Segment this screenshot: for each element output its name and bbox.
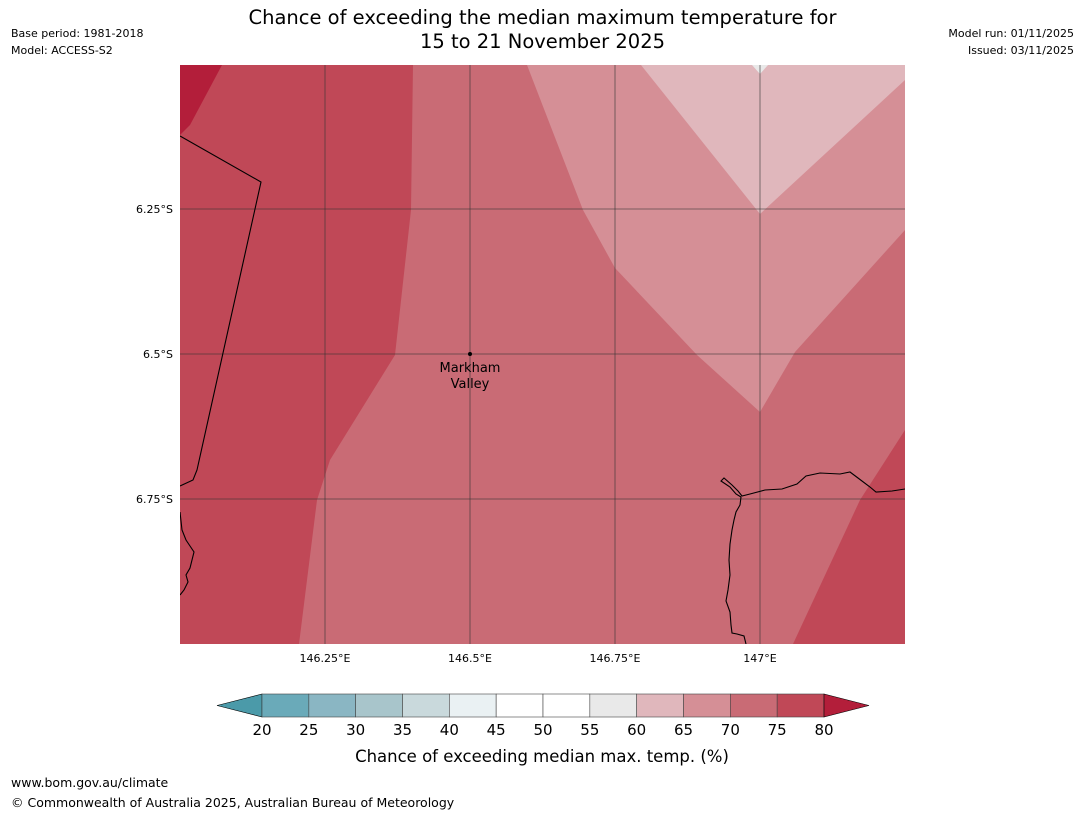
colorbar-tick-labels: 20 25 30 35 40 45 50 55 60 65 70 75 80 xyxy=(252,721,833,739)
colorbar-tick-label: 30 xyxy=(346,721,365,739)
colorbar-under-arrow xyxy=(216,693,263,718)
coastline-right xyxy=(720,471,905,644)
colorbar: 20 25 30 35 40 45 50 55 60 65 70 75 80 Chance of exc… xyxy=(216,693,870,766)
colorbar-tick-label: 40 xyxy=(440,721,459,739)
place-label-line-1: Markham xyxy=(440,361,501,376)
colorbar-tick-label: 60 xyxy=(627,721,646,739)
latitude-labels: 6.25°S 6.5°S 6.75°S xyxy=(136,203,173,506)
colorbar-tick-label: 75 xyxy=(768,721,787,739)
colorbar-title: Chance of exceeding median max. temp. (%… xyxy=(355,747,729,766)
colorbar-tick-label: 55 xyxy=(580,721,599,739)
markham-valley-marker xyxy=(468,352,472,356)
header-left-info: Base period: 1981-2018 Model: ACCESS-S2 xyxy=(11,25,143,59)
model-run-text: Model run: 01/11/2025 xyxy=(948,27,1074,40)
base-period-text: Base period: 1981-2018 xyxy=(11,27,144,40)
colorbar-tick-label: 70 xyxy=(721,721,740,739)
colorbar-tick-label: 45 xyxy=(487,721,506,739)
band-75-80-right xyxy=(793,430,905,644)
colorbar-over-arrow xyxy=(823,693,870,718)
map-area xyxy=(180,65,905,644)
colorbar-tick-label: 25 xyxy=(299,721,318,739)
colorbar-tick-label: 35 xyxy=(393,721,412,739)
band-80-corner xyxy=(180,65,222,135)
colorbar-tick-label: 50 xyxy=(533,721,552,739)
colorbar-bin xyxy=(495,693,544,718)
longitude-labels: 146.25°E 146.5°E 146.75°E 147°E xyxy=(300,652,777,665)
colorbar-bin xyxy=(261,693,310,718)
title-line-1: Chance of exceeding the median maximum t… xyxy=(248,6,837,29)
title-line-2: 15 to 21 November 2025 xyxy=(419,30,666,53)
colorbar-tick-label: 65 xyxy=(674,721,693,739)
header-right-info: Model run: 01/11/2025 Issued: 03/11/2025 xyxy=(948,25,1074,59)
lat-label-6-75: 6.75°S xyxy=(136,493,173,506)
colorbar-bin xyxy=(589,693,637,718)
footer-copyright: © Commonwealth of Australia 2025, Austra… xyxy=(11,795,455,810)
colorbar-tick-label: 80 xyxy=(814,721,833,739)
colorbar-bin xyxy=(449,693,497,718)
province-boundary xyxy=(180,135,262,487)
lon-label-147: 147°E xyxy=(743,652,776,665)
colorbar-bin xyxy=(355,693,403,718)
colorbar-bin xyxy=(402,693,450,718)
colorbar-bins xyxy=(261,693,825,718)
colorbar-bin xyxy=(683,693,731,718)
lat-label-6-25: 6.25°S xyxy=(136,203,173,216)
lon-label-146-25: 146.25°E xyxy=(300,652,351,665)
boundaries xyxy=(180,135,905,644)
lon-label-146-75: 146.75°E xyxy=(590,652,641,665)
colorbar-bin xyxy=(776,693,825,718)
colorbar-bin xyxy=(636,693,684,718)
place-label-line-2: Valley xyxy=(451,377,490,392)
colorbar-tick-label: 20 xyxy=(252,721,271,739)
colorbar-bin xyxy=(730,693,778,718)
issued-text: Issued: 03/11/2025 xyxy=(967,44,1074,57)
colorbar-bin xyxy=(308,693,356,718)
lat-label-6-5: 6.5°S xyxy=(143,348,173,361)
band-60-65 xyxy=(641,65,905,214)
footer-url: www.bom.gov.au/climate xyxy=(11,775,169,790)
lon-label-146-5: 146.5°E xyxy=(448,652,492,665)
coastline-left xyxy=(180,511,195,596)
model-text: Model: ACCESS-S2 xyxy=(11,44,113,57)
map-title: Chance of exceeding the median maximum t… xyxy=(0,6,1085,54)
colorbar-bin xyxy=(542,693,591,718)
